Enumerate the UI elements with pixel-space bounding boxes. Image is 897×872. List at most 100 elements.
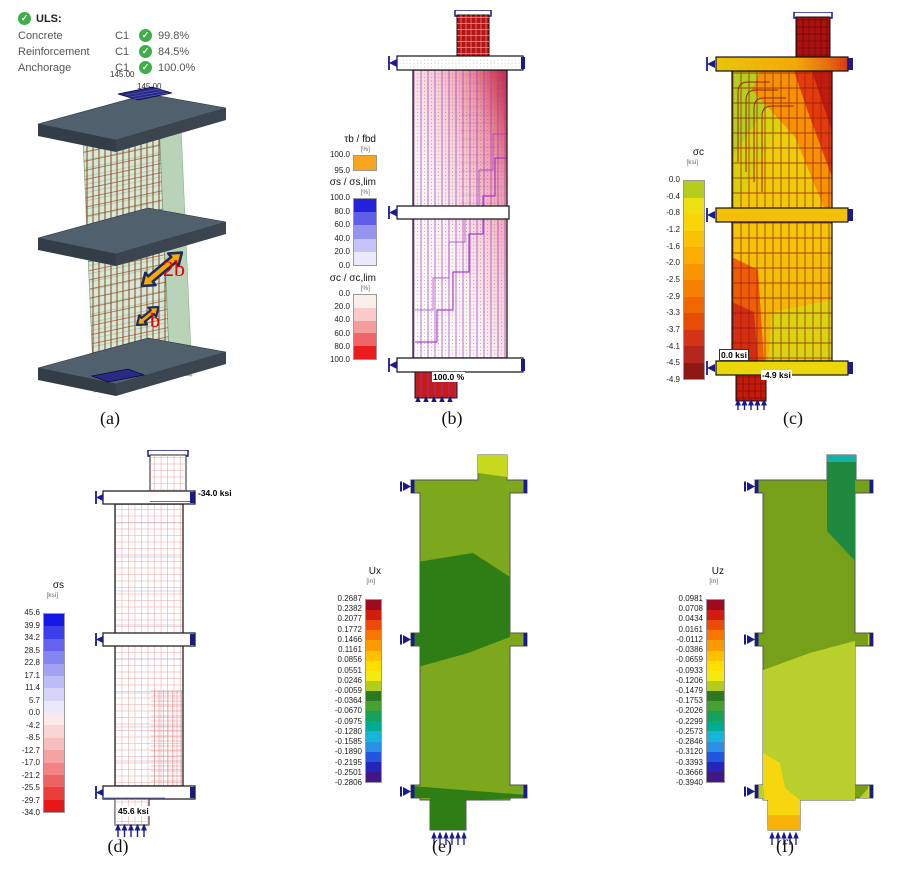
legend-tick: -0.0059 bbox=[334, 685, 362, 695]
legend-tick: 0.0246 bbox=[337, 675, 362, 685]
legend-band bbox=[707, 771, 724, 782]
legend-uz: Uz [in] 0.0981 0.0708 0.0434 0.0161 -0.0112 -0.… bbox=[663, 566, 725, 786]
support-pins bbox=[744, 481, 755, 797]
legend-band bbox=[366, 711, 381, 722]
legend-band bbox=[707, 680, 724, 691]
anchor-plate-bottom bbox=[90, 368, 146, 383]
legend-ticks: 100.0 95.0 bbox=[330, 151, 350, 175]
legend-title: τb / fbd bbox=[344, 134, 376, 145]
legend-title: σs / σs,lim bbox=[329, 177, 376, 188]
legend-band bbox=[366, 600, 381, 611]
flange-top bbox=[388, 55, 525, 71]
legend-band bbox=[354, 199, 376, 213]
legend-tick: 22.8 bbox=[24, 658, 40, 667]
legend-band bbox=[707, 761, 724, 772]
legend-tick: -0.3940 bbox=[675, 777, 703, 787]
legend-band bbox=[366, 670, 381, 681]
legend-band bbox=[684, 247, 704, 264]
legend-band bbox=[44, 750, 64, 763]
legend-row: 100.0 95.0 bbox=[317, 151, 377, 175]
legend-band bbox=[366, 660, 381, 671]
caption-f: (f) bbox=[776, 836, 794, 856]
legend-concrete-utilization: σc / σc,lim [%] 0.0 20.0 40.0 60.0 80.0 100.0 bbox=[317, 273, 377, 363]
label-utilization-max: 100.0 % bbox=[432, 372, 466, 382]
legend-band bbox=[684, 214, 704, 231]
legend-tick: 0.0708 bbox=[678, 604, 703, 614]
legend-band bbox=[44, 688, 64, 701]
legend-tick: -4.5 bbox=[666, 358, 680, 368]
arrow-b-icon bbox=[135, 305, 160, 327]
legend-band bbox=[707, 701, 724, 712]
legend-band bbox=[366, 690, 381, 702]
uls-row-anchorage: Anchorage C1 ✓ 100.0% bbox=[18, 61, 233, 74]
legend-row: 0.2687 0.2382 0.2077 0.1772 0.1466 0.1161 0.08… bbox=[324, 595, 382, 786]
legend-ticks: 45.6 39.9 34.2 28.5 22.8 17.1 11.4 5.7 0.0 -4.2 -8… bbox=[22, 609, 40, 817]
legend-tick: 5.7 bbox=[28, 695, 40, 705]
uls-value: 99.8% bbox=[158, 29, 190, 42]
legend-ticks: 0.0981 0.0708 0.0434 0.0161 -0.0112 -0.0386 -0… bbox=[676, 595, 703, 787]
legend-band bbox=[44, 737, 64, 751]
check-icon: ✓ bbox=[139, 29, 152, 42]
support-arrows bbox=[735, 398, 767, 410]
legend-tick: 80.0 bbox=[334, 206, 350, 216]
legend-tick: -0.3393 bbox=[675, 757, 703, 767]
legend-band bbox=[44, 799, 64, 812]
legend-tick: 17.1 bbox=[24, 670, 40, 680]
legend-tick: -0.8 bbox=[666, 208, 680, 218]
legend-band bbox=[354, 346, 376, 359]
legend-tick: 0.2077 bbox=[337, 614, 362, 624]
legend-band bbox=[44, 651, 64, 664]
legend-unit: [%] bbox=[360, 146, 370, 153]
legend-bar bbox=[365, 599, 382, 783]
model-3d-view bbox=[30, 86, 265, 408]
uls-item-label: Reinforcement bbox=[18, 45, 90, 58]
legend-bar bbox=[43, 613, 65, 813]
flange-middle bbox=[95, 632, 196, 647]
caption-d: (d) bbox=[107, 836, 129, 856]
flange-middle bbox=[706, 207, 853, 223]
legend-tick: -0.1479 bbox=[675, 685, 703, 695]
legend-unit: [%] bbox=[360, 189, 370, 196]
legend-tick: -0.2195 bbox=[334, 757, 362, 767]
legend-band bbox=[366, 731, 381, 742]
legend-tick: 80.0 bbox=[334, 341, 350, 351]
legend-band bbox=[354, 307, 376, 321]
uls-value: 84.5% bbox=[158, 45, 190, 58]
label-sigma-c-zero: 0.0 ksi bbox=[719, 349, 749, 361]
uls-combo: C1 bbox=[115, 29, 130, 42]
legend-band bbox=[707, 690, 724, 702]
slab-top bbox=[37, 93, 227, 152]
legend-band bbox=[354, 156, 376, 170]
legend-band bbox=[707, 731, 724, 742]
legend-bond-stress: τb / fbd [%] 100.0 95.0 bbox=[317, 134, 377, 175]
legend-tick: 39.9 bbox=[24, 620, 40, 630]
wall-elevation-utilization bbox=[385, 10, 535, 402]
wall-body bbox=[410, 454, 528, 831]
wall-elevation-sigma-s bbox=[95, 450, 235, 838]
legend-tick: 0.0 bbox=[668, 175, 680, 184]
legend-band bbox=[684, 181, 704, 198]
legend-tick: 45.6 bbox=[24, 608, 40, 617]
legend-band bbox=[684, 296, 704, 313]
legend-ticks: 0.0 20.0 40.0 60.0 80.0 100.0 bbox=[330, 290, 350, 364]
legend-tick: -0.2573 bbox=[675, 726, 703, 736]
legend-band bbox=[707, 660, 724, 671]
legend-tick: 0.0981 bbox=[678, 594, 703, 603]
legend-tick: 20.0 bbox=[334, 302, 350, 312]
legend-ticks: 0.2687 0.2382 0.2077 0.1772 0.1466 0.1161 0.08… bbox=[335, 595, 362, 787]
legend-band bbox=[366, 771, 381, 782]
slab-middle bbox=[37, 207, 227, 266]
check-icon: ✓ bbox=[139, 61, 152, 74]
legend-tick: -0.2846 bbox=[675, 737, 703, 747]
flange-caps bbox=[411, 480, 527, 798]
flange-top bbox=[95, 490, 196, 505]
legend-row: 0.0 20.0 40.0 60.0 80.0 100.0 bbox=[317, 290, 377, 363]
uls-item-label: Anchorage bbox=[18, 61, 72, 74]
caption-a: (a) bbox=[100, 408, 120, 428]
check-icon: ✓ bbox=[139, 45, 152, 58]
legend-bar bbox=[683, 180, 705, 380]
legend-tick: -2.9 bbox=[666, 291, 680, 301]
legend-band bbox=[707, 650, 724, 661]
legend-tick: 11.4 bbox=[25, 683, 40, 692]
legend-tick: -0.1585 bbox=[334, 737, 362, 747]
